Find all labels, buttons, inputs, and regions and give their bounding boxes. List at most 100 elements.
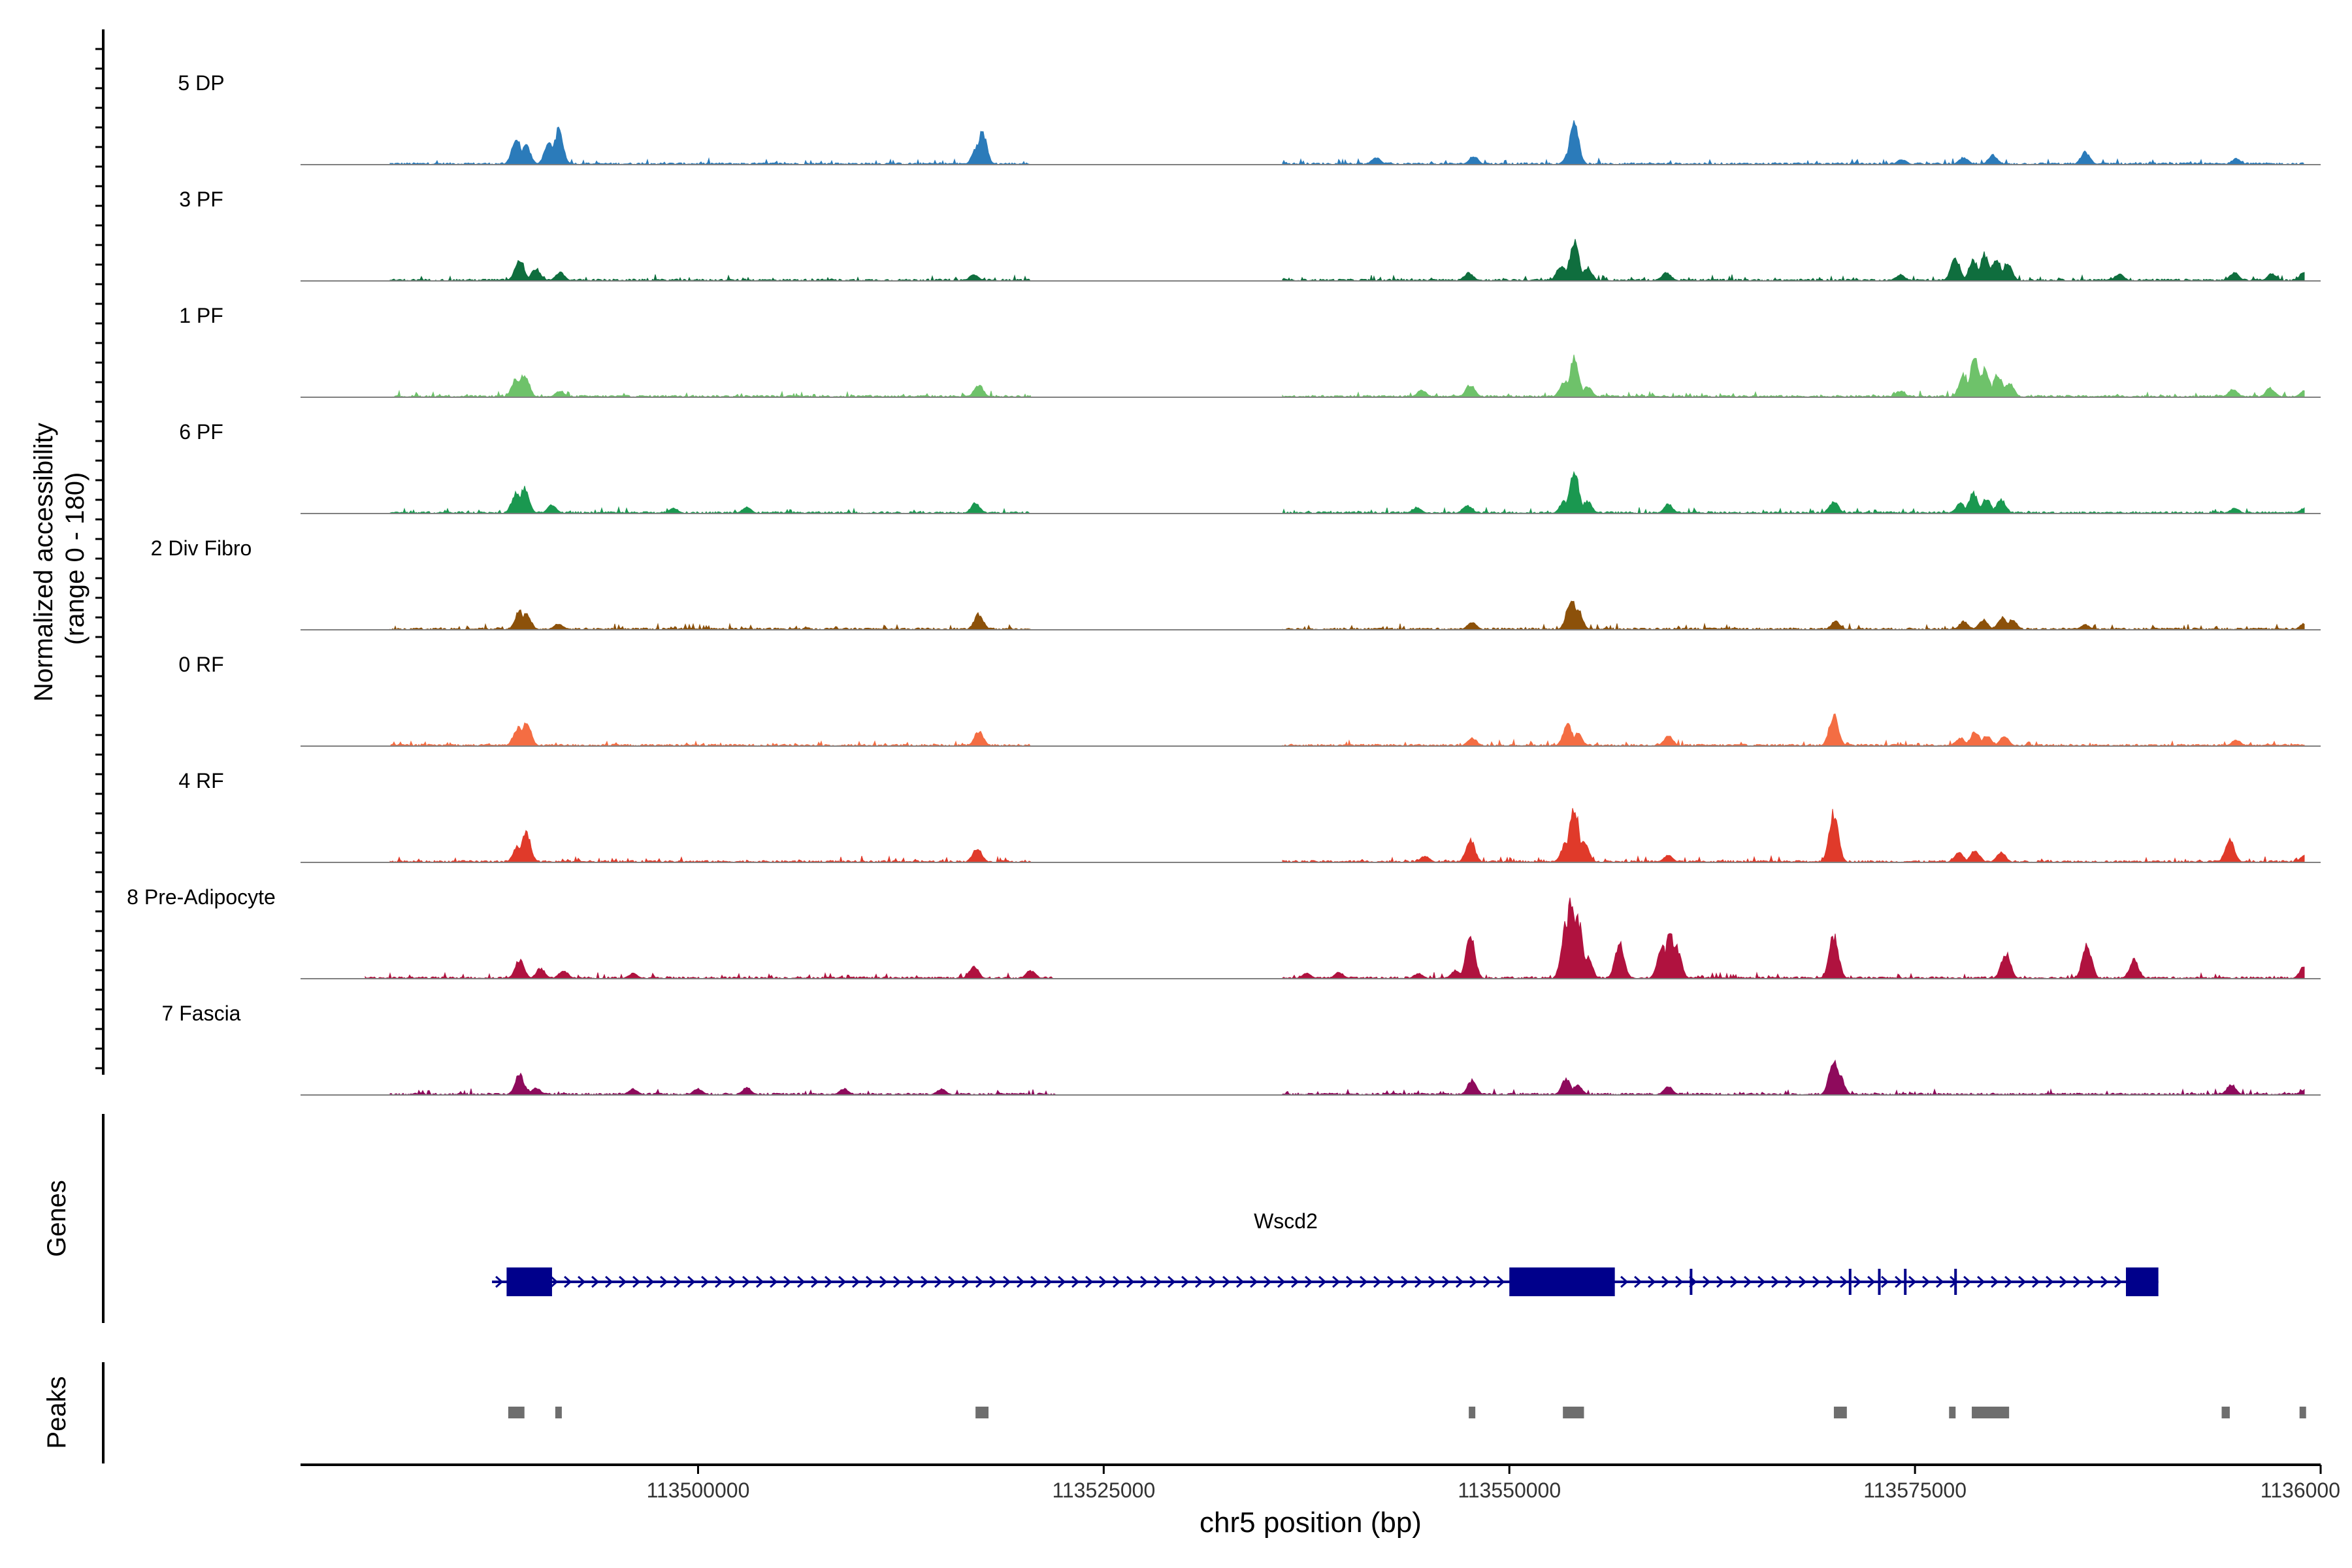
track-5-dp: 5 DP <box>178 71 2321 166</box>
strand-arrow <box>975 1275 984 1288</box>
strand-arrow <box>1058 1275 1066 1288</box>
x-tick-label: 113550000 <box>1458 1478 1561 1502</box>
gene-small-exon <box>1690 1269 1693 1295</box>
strand-arrow <box>2087 1275 2095 1288</box>
strand-arrow <box>1442 1275 1450 1288</box>
strand-arrow <box>1236 1275 1245 1288</box>
coverage-area <box>389 238 2305 282</box>
strand-arrow <box>1634 1275 1642 1288</box>
genes-label: Genes <box>42 1180 71 1257</box>
gene-exon <box>1509 1267 1615 1296</box>
x-tick-label: 113575000 <box>1863 1478 1967 1502</box>
y-axis-label: Normalized accessibility (range 0 - 180) <box>29 416 90 702</box>
strand-arrow <box>962 1275 970 1288</box>
strand-arrow <box>838 1275 847 1288</box>
x-tick-label: 113500000 <box>647 1478 750 1502</box>
strand-arrow <box>1922 1275 1931 1288</box>
strand-arrow <box>742 1275 751 1288</box>
strand-arrow <box>2032 1275 2040 1288</box>
strand-arrow <box>1126 1275 1135 1288</box>
strand-arrow <box>1291 1275 1299 1288</box>
accessibility-y-axis <box>95 29 105 1075</box>
strand-arrow <box>1428 1275 1437 1288</box>
gene-small-exon <box>1904 1269 1907 1295</box>
track-3-pf: 3 PF <box>179 188 2321 282</box>
peak-region <box>1469 1407 1476 1418</box>
peak-region <box>1833 1407 1847 1418</box>
strand-arrow <box>1017 1275 1025 1288</box>
x-axis-label: chr5 position (bp) <box>1200 1507 1422 1539</box>
gene-exon <box>2125 1267 2159 1296</box>
strand-arrow <box>1071 1275 1080 1288</box>
track-6-pf: 6 PF <box>179 420 2321 514</box>
strand-arrow <box>1812 1275 1821 1288</box>
strand-arrow <box>770 1275 778 1288</box>
peak-region <box>2221 1407 2230 1418</box>
peaks-panel: Peaks <box>42 1362 2306 1463</box>
strand-arrow <box>1785 1275 1793 1288</box>
strand-arrow <box>1730 1275 1739 1288</box>
strand-arrow <box>893 1275 902 1288</box>
strand-arrow <box>1113 1275 1121 1288</box>
peaks-label: Peaks <box>42 1376 71 1448</box>
strand-arrow <box>1716 1275 1725 1288</box>
peak-region <box>2299 1407 2306 1418</box>
strand-arrow <box>1867 1275 1876 1288</box>
track-4-rf: 4 RF <box>178 769 2321 864</box>
strand-arrow <box>1757 1275 1766 1288</box>
track-0-rf: 0 RF <box>178 653 2321 747</box>
strand-arrow <box>866 1275 874 1288</box>
gene-exon <box>506 1267 552 1296</box>
track-label: 2 Div Fibro <box>151 536 252 560</box>
gene-small-exon <box>1848 1269 1852 1295</box>
track-label: 5 DP <box>178 71 224 95</box>
gene-small-exon <box>1878 1269 1881 1295</box>
track-label: 0 RF <box>178 653 223 676</box>
strand-arrow <box>564 1275 572 1288</box>
strand-arrow <box>701 1275 710 1288</box>
track-label: 8 Pre-Adipocyte <box>127 885 276 909</box>
strand-arrow <box>578 1275 586 1288</box>
strand-arrow <box>1963 1275 1972 1288</box>
track-label: 6 PF <box>179 420 223 444</box>
strand-arrow <box>1195 1275 1203 1288</box>
strand-arrow <box>715 1275 723 1288</box>
peak-region-boxes <box>508 1407 2306 1418</box>
strand-arrow <box>550 1275 559 1288</box>
y-axis-label-line1: Normalized accessibility <box>29 423 58 702</box>
strand-arrow <box>756 1275 764 1288</box>
peak-region <box>975 1407 989 1418</box>
strand-arrow <box>1168 1275 1176 1288</box>
strand-arrow <box>934 1275 943 1288</box>
x-tick-label: 1136000 <box>2261 1478 2340 1502</box>
strand-arrow <box>825 1275 833 1288</box>
strand-arrow <box>1744 1275 1752 1288</box>
strand-arrow <box>1250 1275 1258 1288</box>
strand-arrow <box>1908 1275 1917 1288</box>
strand-arrow <box>852 1275 860 1288</box>
gene-model-wscd2 <box>492 1267 2159 1296</box>
x-axis-ticks: 113500000 113525000 113550000 113575000 1136… <box>647 1465 2340 1502</box>
strand-arrow <box>605 1275 613 1288</box>
strand-arrow <box>1401 1275 1409 1288</box>
strand-arrow <box>728 1275 737 1288</box>
strand-arrow <box>1469 1275 1478 1288</box>
position-x-axis: 113500000 113525000 113550000 113575000 1136… <box>301 1463 2340 1539</box>
strand-arrow <box>1003 1275 1011 1288</box>
strand-arrow <box>632 1275 641 1288</box>
strand-arrow <box>1977 1275 1985 1288</box>
strand-arrow <box>1881 1275 1889 1288</box>
strand-arrow <box>1332 1275 1341 1288</box>
strand-arrow <box>646 1275 655 1288</box>
strand-arrow <box>2046 1275 2054 1288</box>
strand-arrow <box>1895 1275 1903 1288</box>
track-2-div-fibro: 2 Div Fibro <box>151 536 2321 631</box>
strand-arrow <box>1456 1275 1464 1288</box>
strand-arrow <box>2114 1275 2123 1288</box>
strand-arrow <box>948 1275 956 1288</box>
coverage-area <box>389 470 2305 514</box>
strand-arrow <box>1799 1275 1807 1288</box>
strand-arrow <box>1222 1275 1231 1288</box>
strand-arrow <box>2018 1275 2027 1288</box>
